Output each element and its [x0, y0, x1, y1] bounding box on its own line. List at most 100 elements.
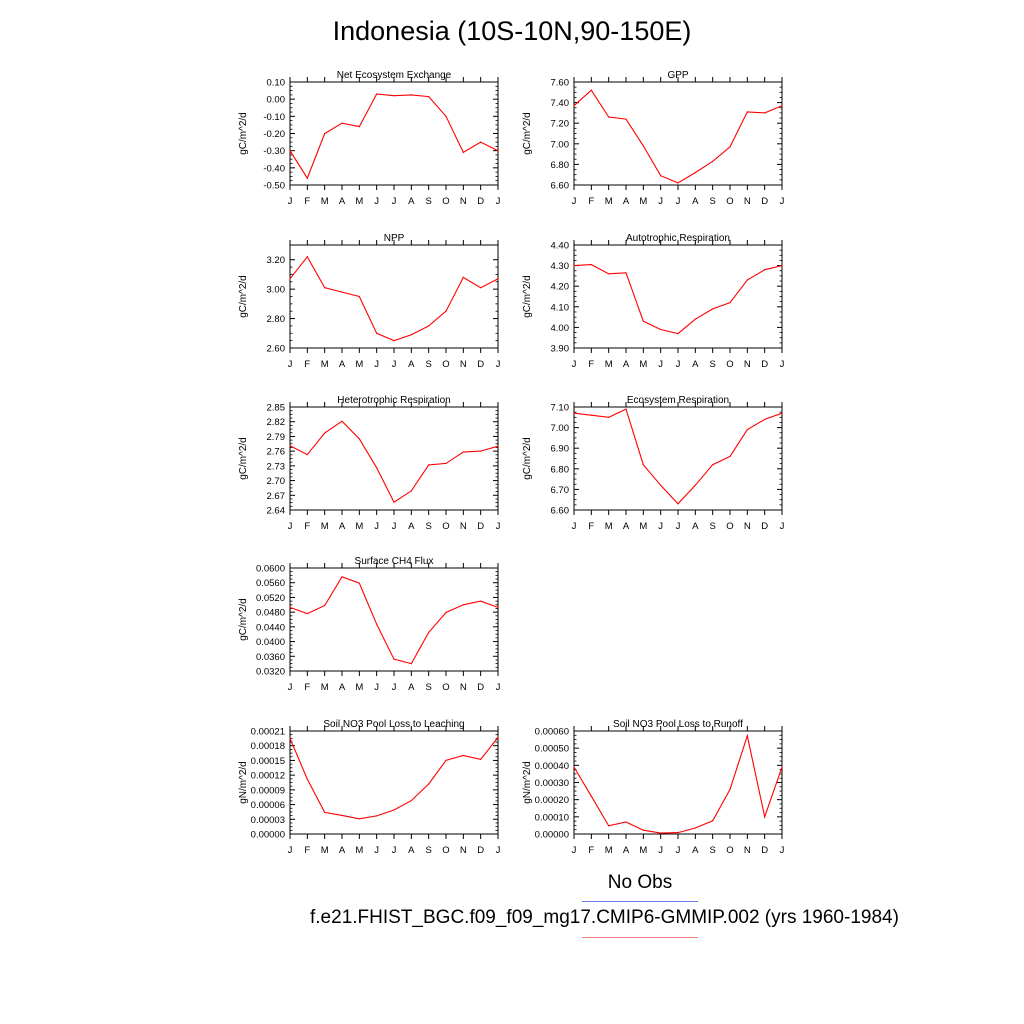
x-tick-label: J: [392, 682, 397, 693]
x-tick-label: A: [408, 359, 415, 370]
x-tick-label: F: [304, 845, 310, 856]
data-point: [660, 484, 662, 486]
y-tick-label: -0.20: [263, 129, 285, 140]
y-axis-label: gC/m^2/d: [238, 437, 249, 480]
x-tick-label: J: [780, 359, 785, 370]
series-line: [289, 420, 499, 503]
x-tick-label: J: [572, 359, 577, 370]
x-tick-label: J: [374, 682, 379, 693]
x-tick-label: J: [374, 359, 379, 370]
data-point: [428, 631, 430, 633]
y-tick-label: 0.0320: [256, 667, 285, 678]
x-tick-label: D: [477, 359, 484, 370]
data-point: [660, 175, 662, 177]
x-tick-label: J: [496, 359, 501, 370]
x-tick-label: O: [726, 196, 733, 207]
series-line: [289, 93, 499, 180]
x-tick-label: J: [658, 196, 663, 207]
y-tick-label: 4.00: [551, 323, 570, 334]
data-point: [608, 416, 610, 418]
data-point: [746, 111, 748, 113]
panel-title: GPP: [667, 70, 688, 81]
y-tick-label: 3.20: [267, 255, 286, 266]
data-point: [764, 816, 766, 818]
x-tick-label: J: [288, 359, 293, 370]
data-point: [324, 287, 326, 289]
data-point: [712, 308, 714, 310]
y-tick-label: 2.64: [267, 506, 286, 517]
legend-obs-line: [582, 901, 698, 902]
x-tick-label: F: [304, 196, 310, 207]
x-tick-label: F: [588, 521, 594, 532]
x-tick-label: M: [605, 359, 613, 370]
data-point: [428, 325, 430, 327]
y-tick-label: 7.00: [551, 423, 570, 434]
data-point: [497, 445, 499, 447]
x-tick-label: A: [339, 359, 346, 370]
x-tick-label: F: [588, 359, 594, 370]
y-tick-label: 0.00018: [251, 741, 285, 752]
y-tick-label: -0.30: [263, 146, 285, 157]
x-tick-label: A: [692, 359, 699, 370]
plot-frame: [573, 730, 783, 835]
data-point: [341, 814, 343, 816]
data-point: [746, 279, 748, 281]
y-axis-label: gC/m^2/d: [522, 275, 533, 318]
data-point: [324, 132, 326, 135]
x-tick-label: J: [392, 196, 397, 207]
data-point: [590, 414, 592, 416]
data-point: [289, 606, 291, 608]
x-tick-label: A: [692, 196, 699, 207]
y-tick-label: 0.00000: [535, 830, 569, 841]
x-tick-label: D: [477, 845, 484, 856]
x-tick-label: O: [442, 521, 449, 532]
legend-case-line: [582, 937, 698, 938]
data-point: [660, 328, 662, 331]
data-point: [729, 788, 731, 790]
data-point: [781, 265, 783, 267]
x-tick-label: S: [425, 845, 431, 856]
data-point: [590, 795, 592, 797]
y-tick-label: 0.00021: [251, 727, 285, 738]
y-tick-label: 0.00003: [251, 815, 285, 826]
x-tick-label: M: [605, 521, 613, 532]
y-axis-label: gC/m^2/d: [238, 598, 249, 641]
y-tick-label: -0.10: [263, 112, 285, 123]
y-tick-label: 6.60: [551, 506, 570, 517]
y-tick-label: 6.60: [551, 181, 570, 192]
x-tick-label: J: [374, 521, 379, 532]
y-tick-label: 7.10: [551, 403, 570, 414]
x-tick-label: N: [744, 521, 751, 532]
y-tick-label: 4.10: [551, 302, 570, 313]
y-tick-label: 0.10: [267, 78, 286, 89]
y-tick-label: 2.79: [267, 432, 286, 443]
x-tick-label: F: [588, 196, 594, 207]
chart-panel-8: Soil NO3 Pool Loss to RunoffgN/m^2/d0.00…: [522, 719, 785, 856]
y-tick-label: 7.00: [551, 139, 570, 150]
data-point: [428, 783, 430, 785]
plot-frame: [573, 244, 783, 349]
x-tick-label: S: [425, 682, 431, 693]
x-tick-label: M: [639, 845, 647, 856]
data-point: [781, 412, 783, 414]
data-point: [642, 320, 644, 322]
x-tick-label: A: [623, 521, 630, 532]
data-point: [729, 455, 731, 458]
data-point: [781, 105, 783, 107]
y-axis-label: gC/m^2/d: [522, 437, 533, 480]
data-point: [712, 464, 714, 466]
y-axis-label: gN/m^2/d: [238, 761, 249, 804]
series-line: [289, 737, 499, 820]
y-tick-label: 0.0480: [256, 608, 285, 619]
x-tick-label: A: [623, 845, 630, 856]
data-point: [677, 503, 679, 505]
x-tick-label: M: [639, 521, 647, 532]
data-point: [497, 736, 499, 738]
panel-title: Soil NO3 Pool Loss to Runoff: [613, 719, 743, 730]
data-point: [289, 150, 291, 152]
x-tick-label: J: [496, 196, 501, 207]
panel-title: Ecosystem Respiration: [627, 395, 729, 406]
data-point: [462, 754, 464, 757]
